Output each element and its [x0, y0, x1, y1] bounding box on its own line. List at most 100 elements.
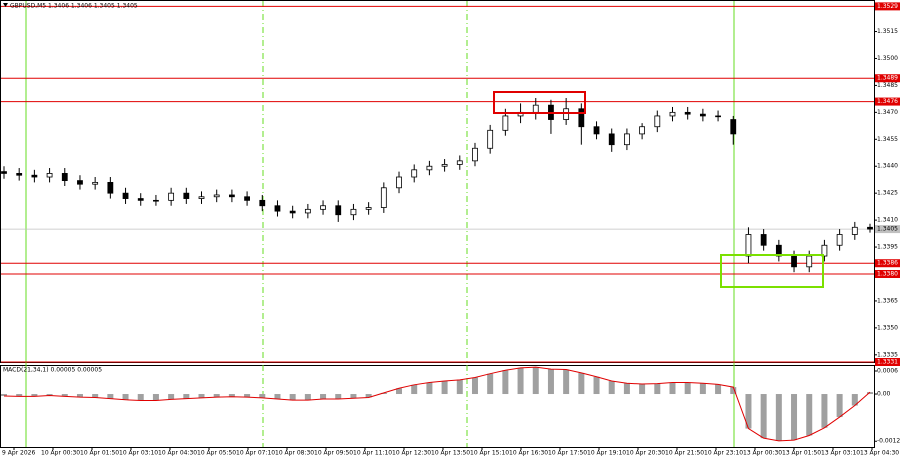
title-marker: [3, 3, 8, 7]
x-tick-label: 13 Apr 04:30: [860, 450, 899, 457]
x-tick-label: 10 Apr 01:50: [80, 450, 119, 457]
level-box: [875, 269, 900, 278]
candle-body: [289, 210, 296, 214]
candle-body: [92, 181, 99, 185]
candle-body: [198, 196, 205, 199]
indicator-title: MACD(21,34,1) 0.00005 0.00005: [3, 367, 102, 374]
macd-bar: [730, 387, 737, 395]
y2-tick-label: 0.0006: [877, 367, 898, 374]
current-price-box: [875, 225, 900, 234]
candle-body: [851, 226, 858, 235]
macd-bar: [715, 384, 722, 395]
macd-bar: [365, 394, 372, 398]
candle-body: [791, 255, 797, 268]
candle-body: [137, 198, 144, 201]
x-tick-label: 10 Apr 15:10: [470, 450, 509, 457]
y-tick-label: 1.3365: [877, 297, 898, 304]
level-label: 1.3529: [877, 3, 898, 10]
candle-body: [122, 192, 129, 199]
candle-body: [624, 133, 630, 146]
macd-bar: [441, 380, 448, 395]
candle-body: [426, 165, 433, 171]
macd-bar: [380, 392, 387, 395]
y-tick-label: 1.3350: [877, 324, 898, 331]
candle-body: [821, 244, 828, 257]
y-tick-label: 1.3515: [877, 28, 898, 35]
y-tick-label: 1.3500: [877, 55, 898, 62]
x-tick-label: 10 Apr 11:10: [353, 450, 392, 457]
macd-panel: [0, 365, 875, 448]
macd-bar: [532, 367, 539, 395]
macd-bar: [1, 394, 7, 396]
macd-bar: [289, 394, 296, 401]
current-price-label: 1.3405: [877, 226, 898, 233]
candle-body: [411, 169, 418, 178]
level-label: 1.3380: [877, 270, 898, 277]
macd-bar: [654, 383, 661, 395]
level-label: 1.3386: [877, 260, 898, 267]
level-box: [875, 259, 900, 268]
macd-bar: [487, 373, 494, 395]
candle-body: [1, 171, 7, 174]
macd-bar: [517, 367, 524, 395]
macd-bar: [563, 369, 570, 395]
macd-bar: [274, 394, 281, 400]
macd-bar: [411, 384, 418, 395]
macd-bar: [137, 394, 144, 401]
candle-body: [593, 126, 600, 135]
x-tick-label: 10 Apr 20:30: [626, 450, 665, 457]
candle-body: [699, 113, 706, 117]
candle-body: [487, 129, 494, 149]
level-box: [875, 358, 900, 366]
x-tick-label: 10 Apr 07:10: [236, 450, 275, 457]
x-tick-label: 13 Apr 03:10: [821, 450, 860, 457]
x-tick-label: 10 Apr 17:50: [548, 450, 587, 457]
candle-body: [107, 181, 114, 194]
candle-body: [456, 160, 463, 165]
x-tick-label: 10 Apr 19:10: [587, 450, 626, 457]
macd-bar: [183, 394, 190, 399]
x-tick-label: 10 Apr 23:10: [704, 450, 743, 457]
macd-bar: [593, 376, 600, 395]
x-tick-label: 9 Apr 2026: [2, 450, 35, 457]
macd-bar: [198, 394, 205, 398]
macd-bar: [639, 384, 646, 395]
y-tick-label: 1.3335: [877, 351, 898, 358]
candle-body: [775, 244, 782, 257]
macd-bar: [745, 394, 752, 429]
macd-bar: [31, 394, 38, 397]
candle-body: [639, 126, 646, 135]
candle-body: [441, 164, 448, 167]
x-tick-label: 13 Apr 00:30: [743, 450, 782, 457]
macd-bar: [92, 394, 99, 398]
macd-bar: [502, 370, 509, 395]
x-tick-label: 10 Apr 16:30: [509, 450, 548, 457]
highlight-box: [493, 91, 586, 114]
y-tick-label: 1.3410: [877, 217, 898, 224]
candle-body: [213, 194, 220, 198]
candle-body: [274, 205, 281, 212]
macd-bar: [168, 394, 175, 400]
y-tick-label: 1.3425: [877, 190, 898, 197]
x-tick-label: 10 Apr 08:30: [275, 450, 314, 457]
candle-body: [320, 205, 326, 210]
macd-bar: [228, 394, 235, 397]
candle-body: [836, 234, 843, 246]
candle-body: [563, 108, 570, 120]
level-label: 1.3489: [877, 75, 898, 82]
price-panel: [0, 0, 875, 363]
candle-body: [335, 205, 342, 216]
x-tick-label: 10 Apr 03:10: [119, 450, 158, 457]
macd-bar: [699, 383, 706, 395]
macd-bar: [760, 394, 767, 439]
macd-bar: [16, 394, 23, 397]
candle-body: [502, 115, 509, 131]
macd-bar: [46, 394, 53, 396]
level-box: [875, 74, 900, 83]
candle-body: [532, 104, 539, 113]
macd-bar: [669, 382, 676, 395]
macd-bar: [320, 394, 327, 400]
candle-body: [760, 234, 767, 246]
macd-bar: [684, 382, 691, 395]
